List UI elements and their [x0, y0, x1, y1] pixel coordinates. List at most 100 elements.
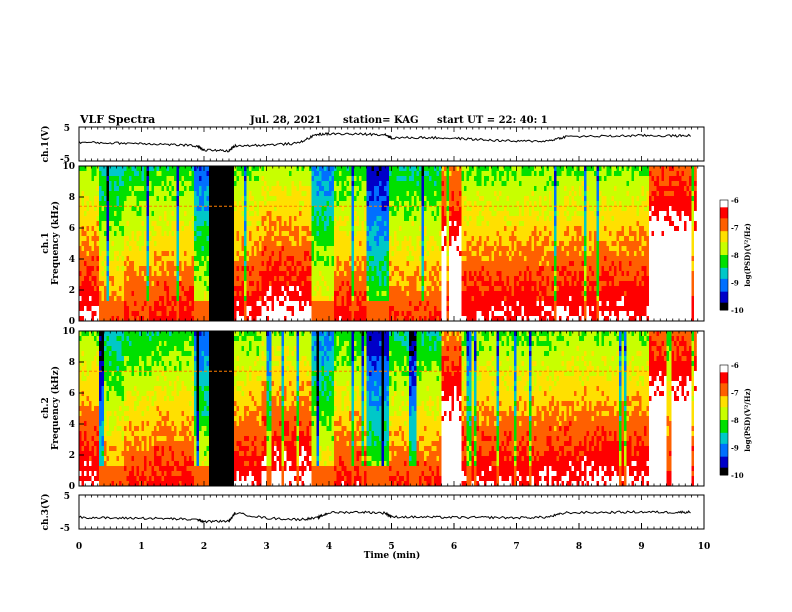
ch1-spectrogram-cell [144, 301, 147, 307]
ch1-spectrogram-cell [321, 311, 325, 317]
ch1-spectrogram-cell [156, 176, 160, 182]
ch1-spectrogram-cell [209, 166, 212, 172]
ch1-spectrogram-cell [421, 181, 425, 187]
ch1-spectrogram-cell [289, 266, 292, 272]
ch1-spectrogram-cell [169, 201, 172, 207]
ch1-spectrogram-cell [126, 216, 130, 222]
ch1-spectrogram-cell [109, 171, 112, 177]
ch1-spectrogram-cell [329, 191, 332, 197]
ch1-spectrogram-cell [211, 171, 215, 177]
ch1-spectrogram-cell [349, 181, 352, 187]
ch1-spectrogram-cell [236, 311, 240, 317]
ch1-spectrogram-cell [236, 306, 240, 312]
ch1-spectrogram-cell [196, 296, 200, 302]
ch1-spectrogram-cell [134, 256, 137, 262]
ch1-spectrogram-cell [436, 206, 440, 212]
ch1-spectrogram-cell [239, 196, 242, 202]
ch1-spectrogram-cell [326, 196, 330, 202]
ch1-spectrogram-cell [206, 216, 210, 222]
ch1-spectrogram-cell [241, 266, 245, 272]
ch1-spectrogram-cell [344, 261, 347, 267]
ch1-spectrogram-cell [316, 216, 320, 222]
ch1-spectrogram-cell [164, 216, 167, 222]
ch1-spectrogram-cell [216, 196, 220, 202]
ch1-spectrogram-cell [424, 256, 427, 262]
ch1-spectrogram-cell [211, 201, 215, 207]
ch1-spectrogram-cell [154, 236, 157, 242]
ch1-spectrogram-cell [234, 176, 237, 182]
ch1-spectrogram-cell [416, 186, 420, 192]
ch1-spectrogram-cell [464, 211, 467, 217]
ch1-spectrogram-cell [199, 291, 202, 297]
ch1-spectrogram-cell [154, 316, 157, 322]
ch1-spectrogram-cell [479, 306, 482, 312]
ch1-spectrogram-cell [284, 256, 287, 262]
ch1-spectrogram-cell [234, 211, 237, 217]
ch1-spectrogram-cell [151, 176, 155, 182]
ch1-spectrogram-cell [274, 191, 277, 197]
ch1-spectrogram-cell [269, 316, 272, 322]
ch1-spectrogram-cell [119, 266, 122, 272]
ch1-spectrogram-cell [284, 286, 287, 292]
ch1-spectrogram-cell [301, 301, 305, 307]
ch1-spectrogram-cell [209, 196, 212, 202]
ch1-spectrogram-cell [334, 296, 337, 302]
ch1-spectrogram-cell [276, 281, 280, 287]
ch1-spectrogram-cell [189, 176, 192, 182]
ch1-spectrogram-cell [344, 201, 347, 207]
ch1-spectrogram-cell [84, 216, 87, 222]
ch1-spectrogram-cell [279, 231, 282, 237]
ch1-spectrogram-cell [461, 251, 465, 257]
ch1-spectrogram-cell [361, 311, 365, 317]
ch1-spectrogram-cell [304, 186, 307, 192]
ch1-spectrogram-cell [344, 231, 347, 237]
ch1-spectrogram-cell [201, 306, 205, 312]
ch1-spectrogram-cell [351, 311, 355, 317]
ch1-spectrogram-cell [186, 291, 190, 297]
ch1-spectrogram-cell [221, 301, 225, 307]
ch1-spectrogram-cell [309, 271, 312, 277]
ch1-spectrogram-cell [314, 236, 317, 242]
ch1-spectrogram-cell [344, 291, 347, 297]
ch1-spectrogram-cell [136, 221, 140, 227]
ch1-spectrogram-cell [376, 196, 380, 202]
ch1-spectrogram-cell [106, 181, 110, 187]
ch1-spectrogram-cell [309, 176, 312, 182]
ch1-spectrogram-cell [174, 171, 177, 177]
ch1-spectrogram-cell [119, 186, 122, 192]
ch1-spectrogram-cell [409, 216, 412, 222]
ch1-spectrogram-cell [461, 266, 465, 272]
ch1-spectrogram-cell [151, 296, 155, 302]
ch1-spectrogram-cell [344, 251, 347, 257]
ch1-spectrogram-cell [161, 256, 165, 262]
ch1-spectrogram-cell [176, 241, 180, 247]
ch1-spectrogram-cell [309, 191, 312, 197]
ch1-spectrogram-cell [216, 226, 220, 232]
ch1-spectrogram-cell [114, 176, 117, 182]
ch1-spectrogram-cell [299, 166, 302, 172]
ch1-spectrogram-cell [154, 186, 157, 192]
ch1-spectrogram-cell [371, 211, 375, 217]
ch1-spectrogram-cell [314, 226, 317, 232]
ch1-spectrogram-cell [279, 316, 282, 322]
ch1-spectrogram-cell [116, 186, 120, 192]
ch1-spectrogram-cell [469, 216, 472, 222]
ch1-spectrogram-cell [471, 176, 475, 182]
ch1-spectrogram-cell [289, 296, 292, 302]
ch1-spectrogram-cell [154, 256, 157, 262]
ch1-spectrogram-cell [389, 186, 392, 192]
ch1-spectrogram-cell [106, 216, 110, 222]
ch1-spectrogram-cell [131, 191, 135, 197]
ch1-spectrogram-cell [254, 241, 257, 247]
ch1-spectrogram-cell [194, 281, 197, 287]
ch1-spectrogram-cell [299, 246, 302, 252]
ch1-spectrogram-cell [121, 206, 125, 212]
ch1-spectrogram-cell [129, 256, 132, 262]
ch1-spectrogram-cell [114, 216, 117, 222]
ch1-spectrogram-cell [86, 281, 90, 287]
ch1-spectrogram-cell [264, 301, 267, 307]
ch1-spectrogram-cell [219, 311, 222, 317]
ch1-spectrogram-cell [456, 171, 460, 177]
ch1-spectrogram-cell [301, 281, 305, 287]
ch1-spectrogram-cell [326, 286, 330, 292]
